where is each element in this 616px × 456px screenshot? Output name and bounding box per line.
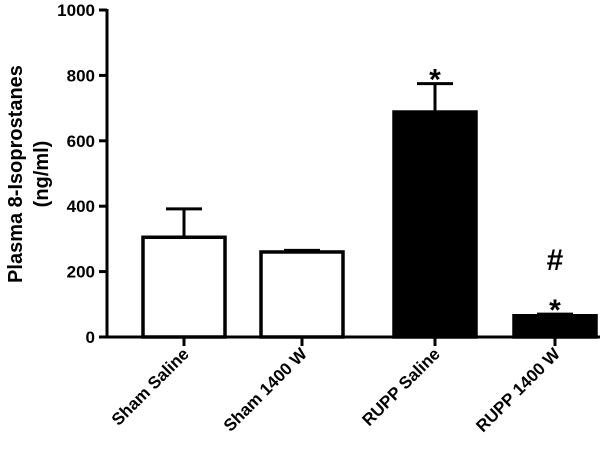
y-axis-title-line2: (ng/ml) xyxy=(31,141,53,208)
x-tick-label: RUPP Saline xyxy=(358,344,443,429)
y-axis-title: Plasma 8-Isoprostanes (ng/ml) xyxy=(5,65,53,283)
significance-asterisk: * xyxy=(429,64,441,97)
bar-sham-saline xyxy=(141,235,227,339)
y-tick-label: 1000 xyxy=(57,1,95,20)
x-tick-label: RUPP 1400 W xyxy=(472,344,564,436)
x-tick-label: Sham 1400 W xyxy=(220,344,312,436)
significance-asterisk: * xyxy=(549,294,561,327)
bar-sham-1400-w xyxy=(259,250,345,339)
x-tick-label: Sham Saline xyxy=(108,344,193,429)
y-tick-label: 400 xyxy=(67,197,95,216)
y-tick-label: 600 xyxy=(67,132,95,151)
plot-area: 0 200 400 600 800 1000 Sham Saline Sham 1400 W R… xyxy=(57,1,600,436)
bar-rupp-saline xyxy=(392,110,478,339)
y-tick-label: 800 xyxy=(67,66,95,85)
y-tick-label: 0 xyxy=(86,328,95,347)
significance-hash: # xyxy=(547,244,564,277)
y-axis-title-line1: Plasma 8-Isoprostanes xyxy=(5,65,27,283)
y-tick-label: 200 xyxy=(67,263,95,282)
